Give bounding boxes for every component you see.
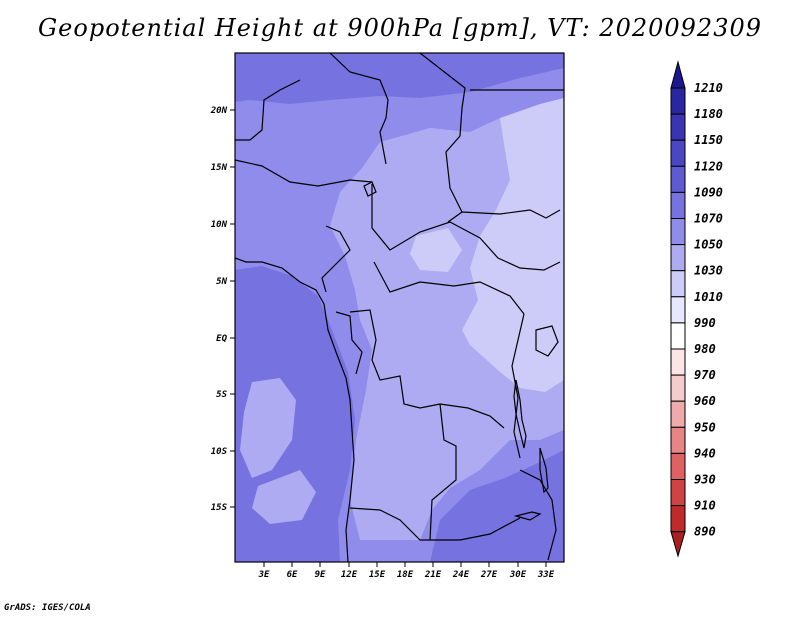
colorbar-segment bbox=[670, 218, 686, 246]
border-car-north bbox=[371, 184, 561, 271]
lon-tick-label: 3E bbox=[258, 570, 270, 580]
lake-kariba bbox=[513, 511, 542, 521]
latitude-axis: 20N 15N 10N 5N EQ 5S 10S 15S bbox=[210, 106, 235, 513]
colorbar-label: 1180 bbox=[694, 107, 723, 121]
coastline-west-africa bbox=[235, 257, 355, 562]
border-nigeria-cameroon bbox=[321, 225, 351, 293]
border-angola-zambia bbox=[429, 403, 457, 541]
lon-tick-label: 21E bbox=[424, 570, 442, 580]
colorbar-label: 890 bbox=[694, 525, 716, 539]
colorbar-label: 1210 bbox=[694, 81, 723, 95]
longitude-axis: 3E 6E 9E 12E 15E 18E 21E 24E 27E 30E 33E bbox=[258, 562, 555, 580]
border-angola-south bbox=[349, 507, 521, 541]
border-niger-nigeria bbox=[235, 159, 373, 187]
colorbar-label: 980 bbox=[694, 342, 716, 356]
lake-tanganyika bbox=[513, 379, 527, 449]
colorbar-label: 1050 bbox=[694, 238, 723, 252]
height-band-1010-patch-central bbox=[410, 228, 462, 272]
border-drc-east bbox=[511, 313, 525, 459]
height-band-1030-patch-west bbox=[240, 378, 296, 478]
height-band-1010-east bbox=[462, 98, 564, 392]
colorbar-label: 950 bbox=[694, 420, 716, 434]
colorbar-segment bbox=[670, 426, 686, 454]
height-band-1070-north bbox=[235, 53, 564, 104]
colorbar-label: 970 bbox=[694, 368, 716, 382]
lon-tick-label: 12E bbox=[341, 570, 358, 580]
lat-tick-label: 15S bbox=[211, 503, 228, 513]
lon-tick-label: 18E bbox=[397, 570, 414, 580]
geopotential-height-field bbox=[235, 53, 564, 562]
colorbar-segment bbox=[670, 374, 686, 402]
lake-malawi bbox=[539, 447, 549, 494]
border-mozambique bbox=[519, 469, 557, 561]
map-boundaries bbox=[235, 53, 564, 562]
colorbar-segment bbox=[670, 322, 686, 350]
colorbar-segment bbox=[670, 452, 686, 480]
height-band-1030-patch-southwest bbox=[252, 470, 316, 524]
lake-chad bbox=[363, 181, 377, 197]
colorbar-bottom-arrow bbox=[670, 531, 686, 558]
colorbar-segment bbox=[670, 165, 686, 193]
border-chad-sudan bbox=[419, 53, 466, 223]
border-libya-chad bbox=[329, 53, 389, 165]
colorbar-label: 1150 bbox=[694, 133, 723, 147]
colorbar-label: 940 bbox=[694, 446, 716, 460]
lat-tick-label: 15N bbox=[211, 163, 228, 173]
colorbar-segment bbox=[670, 479, 686, 507]
lon-tick-label: 24E bbox=[452, 570, 470, 580]
lon-tick-label: 33E bbox=[537, 570, 555, 580]
lat-tick-label: 5S bbox=[216, 390, 227, 400]
lon-tick-label: 15E bbox=[369, 570, 386, 580]
colorbar-segment bbox=[670, 113, 686, 141]
lon-tick-label: 30E bbox=[509, 570, 527, 580]
colorbar-label: 960 bbox=[694, 394, 716, 408]
lon-tick-label: 27E bbox=[480, 570, 498, 580]
lon-tick-label: 9E bbox=[315, 570, 326, 580]
colorbar-segment bbox=[670, 348, 686, 376]
lat-tick-label: 10S bbox=[211, 447, 228, 457]
colorbar-segment bbox=[670, 87, 686, 115]
colorbar-top-arrow bbox=[670, 60, 686, 89]
colorbar-label: 990 bbox=[694, 316, 716, 330]
colorbar-label: 1090 bbox=[694, 185, 723, 199]
colorbar-label: 910 bbox=[694, 499, 716, 513]
border-gabon-congo bbox=[335, 311, 363, 375]
colorbar-label: 1120 bbox=[694, 159, 723, 173]
colorbar-segment bbox=[670, 191, 686, 219]
border-drc-west bbox=[349, 309, 505, 429]
colorbar-segment bbox=[670, 505, 686, 533]
chart-title: Geopotential Height at 900hPa [gpm], VT:… bbox=[38, 14, 762, 42]
lat-tick-label: 20N bbox=[210, 106, 228, 116]
lat-tick-label: EQ bbox=[216, 334, 227, 344]
colorbar-segment bbox=[670, 296, 686, 324]
colorbar-segment bbox=[670, 244, 686, 272]
height-band-1070-southeast bbox=[430, 450, 564, 562]
grads-credit: GrADS: IGES/COLA bbox=[4, 603, 91, 613]
border-sudan-southsudan bbox=[461, 209, 561, 219]
colorbar: 1210 1180 1150 1120 1090 1070 1050 1030 1010 990 9… bbox=[670, 60, 723, 558]
border-mali-niger bbox=[235, 79, 301, 141]
colorbar-segment bbox=[670, 139, 686, 167]
map-frame bbox=[234, 52, 565, 563]
colorbar-label: 1030 bbox=[694, 264, 723, 278]
lake-victoria bbox=[535, 325, 559, 357]
lat-tick-label: 10N bbox=[211, 220, 228, 230]
colorbar-segment bbox=[670, 400, 686, 428]
colorbar-label: 1010 bbox=[694, 290, 723, 304]
lat-tick-label: 5N bbox=[216, 277, 227, 287]
colorbar-segment bbox=[670, 270, 686, 298]
lon-tick-label: 6E bbox=[287, 570, 298, 580]
colorbar-label: 930 bbox=[694, 473, 716, 487]
border-car-south bbox=[373, 261, 525, 315]
colorbar-label: 1070 bbox=[694, 212, 723, 226]
